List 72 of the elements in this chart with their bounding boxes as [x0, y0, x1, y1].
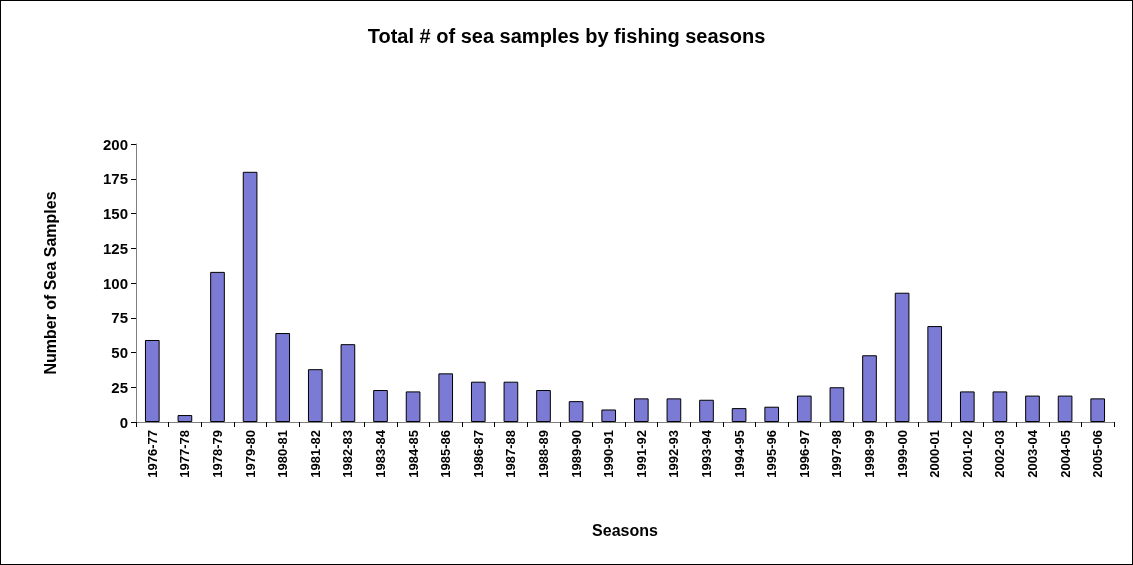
bar: [503, 381, 519, 422]
x-tick-label: 1994-95: [731, 430, 747, 478]
x-tick-label: 1987-88: [503, 430, 519, 478]
y-tick-label: 50: [111, 344, 128, 361]
x-tick-label: 1984-85: [405, 430, 421, 478]
y-tick-label: 150: [102, 205, 128, 222]
chart-title: Total # of sea samples by fishing seasons: [367, 25, 766, 47]
bar: [927, 326, 943, 422]
y-tick-label: 100: [102, 274, 128, 292]
x-tick-label: 2004-05: [1057, 430, 1073, 478]
y-tick-label: 0: [119, 413, 128, 431]
y-tick-label: 125: [102, 239, 128, 257]
bar: [731, 408, 747, 422]
bar: [666, 398, 682, 422]
x-tick-label: 1992-93: [666, 430, 682, 478]
x-tick-label: 1988-89: [536, 430, 551, 478]
y-tick-label: 200: [102, 135, 128, 153]
y-tick-label: 25: [111, 378, 128, 396]
bar: [438, 373, 454, 422]
bar: [144, 339, 160, 422]
bar: [177, 415, 193, 422]
x-tick-label: 2002-03: [992, 430, 1008, 478]
bar: [633, 398, 649, 422]
bar: [242, 171, 258, 422]
x-tick-label: 1998-99: [862, 430, 877, 478]
bar: [568, 401, 584, 422]
x-tick-label: 1990-91: [601, 430, 617, 478]
bar: [862, 355, 877, 422]
bar: [373, 390, 388, 422]
bar: [992, 391, 1008, 422]
bar: [405, 391, 421, 422]
y-tick-label: 175: [102, 170, 128, 188]
bar: [796, 395, 812, 422]
x-tick-label: 1981-82: [307, 430, 323, 478]
x-tick-label: 1996-97: [796, 430, 812, 478]
bar: [1057, 395, 1073, 422]
x-tick-label: 1976-77: [144, 430, 160, 478]
x-tick-label: 1977-78: [177, 430, 193, 478]
bar: [1025, 395, 1040, 422]
x-tick-label: 1982-83: [340, 430, 356, 478]
x-tick-label: 1985-86: [438, 430, 454, 478]
x-tick-label: 1983-84: [373, 429, 388, 478]
bar: [210, 271, 225, 422]
bar: [340, 344, 356, 422]
bar: [699, 399, 714, 422]
x-tick-label: 1989-90: [568, 430, 584, 478]
bar: [536, 390, 551, 422]
x-tick-label: 1979-80: [242, 430, 258, 478]
x-tick-label: 1997-98: [829, 430, 845, 478]
x-tick-label: 1995-96: [764, 430, 780, 478]
bar: [275, 333, 291, 422]
x-tick-label: 1986-87: [470, 430, 486, 478]
x-tick-label: 1980-81: [275, 430, 291, 478]
bar: [959, 391, 975, 422]
bar: [764, 406, 780, 422]
x-tick-label: 2001-02: [959, 430, 975, 478]
bar: [1090, 398, 1106, 422]
bar: [470, 381, 486, 422]
bar: [307, 369, 323, 422]
x-tick-label: 1978-79: [210, 430, 225, 478]
x-tick-label: 2005-06: [1090, 430, 1106, 478]
x-tick-label: 1999-00: [894, 430, 910, 478]
y-axis-title: Number of Sea Samples: [41, 191, 59, 375]
bar: [894, 292, 910, 422]
x-tick-label: 1993-94: [699, 429, 714, 478]
x-tick-label: 1991-92: [633, 430, 649, 478]
x-tick-label: 2003-04: [1025, 429, 1040, 478]
bar: [829, 387, 845, 422]
bar: [601, 409, 617, 422]
x-axis-title: Seasons: [592, 521, 659, 539]
y-tick-label: 75: [111, 309, 128, 327]
x-tick-label: 2000-01: [927, 430, 943, 478]
